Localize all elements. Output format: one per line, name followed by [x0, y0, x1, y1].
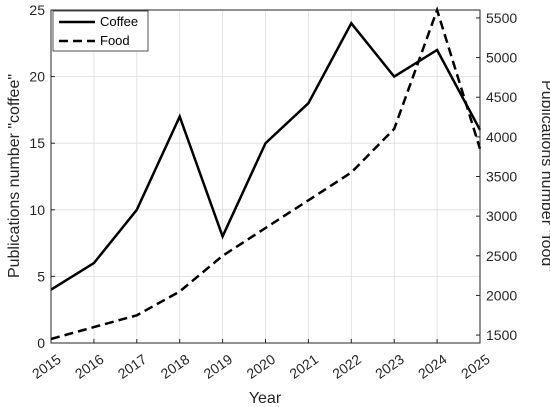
x-tick-labels: 2015 2016 2017 2018 2019 2020 2021 2022 2023 2024… [29, 351, 493, 382]
right-tick-label: 5000 [486, 50, 517, 66]
right-tick-labels: 1500 2000 2500 3000 3500 4000 4500 5000 5500 [486, 10, 517, 343]
x-tick-label: 2016 [72, 351, 107, 382]
right-tick-label: 2500 [486, 248, 517, 264]
x-tick-label: 2024 [415, 351, 450, 382]
plot-border [50, 9, 481, 344]
left-axis-label: Publications number "coffee" [6, 74, 23, 278]
right-tick-label: 3000 [486, 208, 517, 224]
left-tick-labels: 0 5 10 15 20 25 [29, 2, 45, 351]
series-line-coffee [50, 21, 482, 291]
right-tick-label: 4000 [486, 129, 517, 145]
right-tick-label: 1500 [486, 327, 517, 343]
right-tick-label: 4500 [486, 89, 517, 105]
series-line-food [50, 6, 482, 341]
x-tick-label: 2023 [372, 351, 407, 382]
right-axis-label: Publications number "food" [538, 80, 550, 272]
x-tick-label: 2022 [329, 351, 364, 382]
right-tick-label: 3500 [486, 169, 517, 185]
x-tick-label: 2019 [201, 351, 236, 382]
right-tick-label: 2000 [486, 287, 517, 303]
x-tick-label: 2017 [115, 351, 150, 382]
x-tick-label: 2021 [286, 351, 321, 382]
left-tick-label: 15 [29, 135, 45, 151]
grid-lines [50, 9, 481, 344]
right-tick-label: 5500 [486, 10, 517, 26]
legend: Coffee Food [52, 10, 149, 52]
left-tick-label: 10 [29, 202, 45, 218]
x-tick-label: 2025 [458, 351, 493, 382]
x-tick-label: 2018 [158, 351, 193, 382]
x-axis-label: Year [249, 390, 282, 407]
series-lines [50, 6, 482, 341]
legend-food-label: Food [100, 33, 130, 48]
legend-coffee-label: Coffee [100, 14, 138, 29]
left-tick-label: 20 [29, 69, 45, 85]
left-tick-label: 25 [29, 2, 45, 18]
left-tick-label: 5 [37, 268, 45, 284]
legend-box [52, 10, 149, 52]
left-tick-label: 0 [37, 335, 45, 351]
x-tick-label: 2020 [243, 351, 278, 382]
x-tick-label: 2015 [29, 351, 64, 382]
